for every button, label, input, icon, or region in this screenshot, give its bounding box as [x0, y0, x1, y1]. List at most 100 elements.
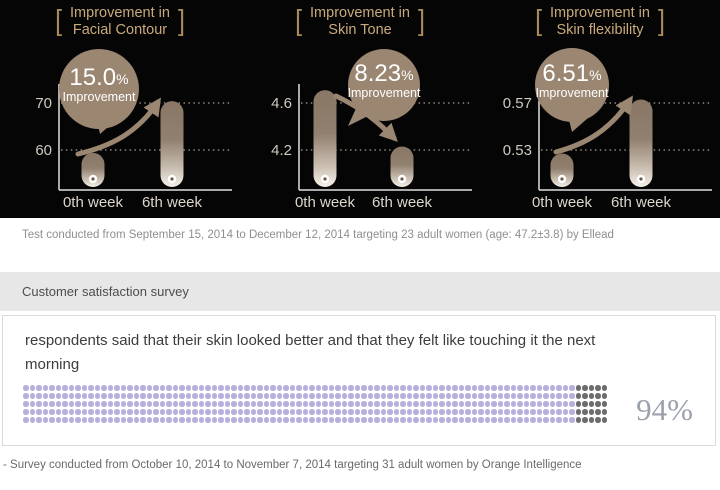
dot-filled: [478, 417, 484, 423]
dot-filled: [36, 393, 42, 399]
y-tick-label: 4.6: [271, 95, 292, 112]
dot-filled: [159, 417, 165, 423]
dot-filled: [198, 409, 204, 415]
dot-filled: [263, 409, 269, 415]
dot-filled: [413, 393, 419, 399]
dot-filled: [42, 385, 48, 391]
bracket-left-decoration: [: [295, 4, 303, 38]
chart-title: [Improvement in Skin flexibility]: [480, 5, 720, 38]
dot-filled: [367, 409, 373, 415]
dot-filled: [283, 393, 289, 399]
dot-filled: [536, 385, 542, 391]
dot-filled: [276, 385, 282, 391]
bar-6th-week: [629, 99, 653, 187]
dot-filled: [536, 409, 542, 415]
bracket-right-decoration: ]: [177, 4, 185, 38]
dot-filled: [55, 393, 61, 399]
category-label: 0th week: [295, 194, 356, 211]
dot-filled: [413, 401, 419, 407]
dot-filled: [569, 417, 575, 423]
dot-filled: [270, 385, 276, 391]
dot-filled: [75, 393, 81, 399]
dot-filled: [179, 393, 185, 399]
dot-filled: [270, 409, 276, 415]
dot-filled: [237, 393, 243, 399]
dot-filled: [68, 385, 74, 391]
dot-filled: [510, 393, 516, 399]
dot-filled: [556, 409, 562, 415]
dot-filled: [68, 401, 74, 407]
dot-filled: [75, 401, 81, 407]
dot-filled: [322, 393, 328, 399]
dot-filled: [211, 385, 217, 391]
dot-filled: [380, 417, 386, 423]
dot-filled: [374, 393, 380, 399]
dot-filled: [458, 385, 464, 391]
dot-filled: [133, 401, 139, 407]
dot-filled: [315, 401, 321, 407]
dot-filled: [341, 401, 347, 407]
dot-filled: [114, 417, 120, 423]
dot-filled: [23, 409, 29, 415]
dot-filled: [432, 417, 438, 423]
dot-filled: [543, 401, 549, 407]
dot-filled: [387, 401, 393, 407]
dot-filled: [497, 401, 503, 407]
dot-filled: [439, 401, 445, 407]
dot-filled: [244, 385, 250, 391]
dot-filled: [549, 393, 555, 399]
dot-filled: [198, 385, 204, 391]
dot-filled: [23, 393, 29, 399]
dot-filled: [354, 417, 360, 423]
dot-filled: [205, 393, 211, 399]
dot-filled: [250, 417, 256, 423]
dot-filled: [29, 409, 35, 415]
dot-filled: [335, 393, 341, 399]
dot-unfilled: [595, 409, 601, 415]
dot-filled: [432, 385, 438, 391]
y-tick-label: 70: [35, 95, 52, 112]
dot-filled: [296, 409, 302, 415]
dot-filled: [549, 409, 555, 415]
dot-filled: [107, 417, 113, 423]
dot-filled: [458, 417, 464, 423]
dot-filled: [49, 409, 55, 415]
dot-filled: [530, 401, 536, 407]
satisfaction-dot-matrix-chart: [23, 385, 607, 423]
dot-unfilled: [582, 401, 588, 407]
dot-filled: [361, 385, 367, 391]
dot-unfilled: [595, 385, 601, 391]
bracket-right-decoration: ]: [657, 4, 665, 38]
improvement-label: Improvement: [348, 86, 421, 100]
dot-filled: [341, 409, 347, 415]
dot-filled: [140, 393, 146, 399]
dot-filled: [426, 401, 432, 407]
dot-filled: [341, 385, 347, 391]
dot-filled: [445, 385, 451, 391]
dot-filled: [361, 417, 367, 423]
dot-filled: [523, 393, 529, 399]
dot-filled: [543, 393, 549, 399]
dot-filled: [29, 401, 35, 407]
dot-filled: [517, 401, 523, 407]
dot-filled: [556, 393, 562, 399]
bar-6th-week: [160, 101, 184, 187]
dot-filled: [179, 401, 185, 407]
dot-filled: [478, 409, 484, 415]
bar-end-dot-center: [323, 177, 327, 181]
dot-filled: [406, 401, 412, 407]
dot-filled: [276, 409, 282, 415]
dot-filled: [49, 393, 55, 399]
dot-filled: [244, 417, 250, 423]
dot-filled: [471, 393, 477, 399]
dot-filled: [504, 385, 510, 391]
dot-filled: [289, 393, 295, 399]
dot-filled: [185, 417, 191, 423]
dot-filled: [94, 409, 100, 415]
dot-filled: [348, 417, 354, 423]
dot-filled: [231, 409, 237, 415]
dot-filled: [88, 393, 94, 399]
dot-filled: [289, 401, 295, 407]
category-label: 6th week: [611, 194, 672, 211]
dot-filled: [380, 409, 386, 415]
